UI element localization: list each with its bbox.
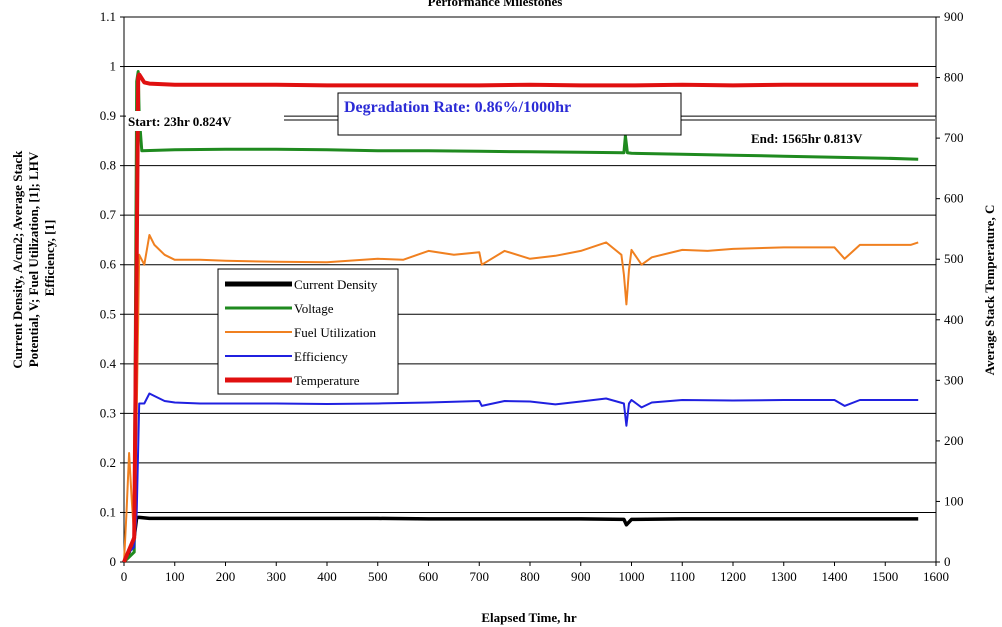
y-right-tick-label: 0 xyxy=(944,554,951,569)
series-line-current-density xyxy=(122,515,919,563)
y-right-tick-label: 600 xyxy=(944,191,964,206)
legend-items: Current Density Voltage Fuel Utilization Ef… xyxy=(225,277,378,388)
x-tick-label: 1400 xyxy=(822,569,848,584)
y-right-axis-ticks: 0 100 200 300 400 500 600 700 800 900 xyxy=(936,9,964,569)
x-tick-label: 1300 xyxy=(771,569,797,584)
y-left-axis-title-line3: Efficiency, [1] xyxy=(42,220,57,297)
x-tick-label: 1000 xyxy=(619,569,645,584)
legend-label: Fuel Utilization xyxy=(294,325,376,340)
y-left-tick-label: 0.1 xyxy=(100,504,116,519)
y-left-tick-label: 0.5 xyxy=(100,306,116,321)
x-tick-label: 1500 xyxy=(872,569,898,584)
y-right-tick-label: 100 xyxy=(944,493,964,508)
y-left-tick-label: 0.8 xyxy=(100,158,116,173)
x-tick-label: 1600 xyxy=(923,569,949,584)
y-right-axis-title: Average Stack Temperature, C xyxy=(982,205,997,376)
x-tick-label: 500 xyxy=(368,569,388,584)
y-right-tick-label: 500 xyxy=(944,251,964,266)
series-line-temperature xyxy=(122,72,919,563)
x-tick-label: 400 xyxy=(317,569,337,584)
x-tick-label: 800 xyxy=(520,569,540,584)
y-left-axis-title-line1: Current Density, A/cm2; Average Stack xyxy=(10,150,25,369)
y-right-tick-label: 900 xyxy=(944,9,964,24)
y-left-tick-label: 0.6 xyxy=(100,257,117,272)
degradation-annotation: Degradation Rate: 0.86%/1000hr xyxy=(344,99,571,116)
x-tick-label: 0 xyxy=(121,569,128,584)
y-left-axis-ticks: 0 0.1 0.2 0.3 0.4 0.5 0.6 0.7 0.8 0.9 1 1.1 xyxy=(100,9,124,569)
y-left-tick-label: 0.2 xyxy=(100,455,116,470)
x-tick-label: 900 xyxy=(571,569,591,584)
y-left-tick-label: 1.1 xyxy=(100,9,116,24)
y-left-tick-label: 0.7 xyxy=(100,207,117,222)
y-left-tick-label: 0.3 xyxy=(100,405,116,420)
legend-label: Voltage xyxy=(294,301,334,316)
degradation-box xyxy=(337,92,682,136)
x-tick-label: 200 xyxy=(216,569,236,584)
y-right-tick-label: 300 xyxy=(944,372,964,387)
y-left-tick-label: 0 xyxy=(110,554,117,569)
y-left-axis-title-line2: Potential, V; Fuel Utilization, [1]; LHV xyxy=(26,151,41,367)
x-tick-label: 300 xyxy=(267,569,287,584)
legend-label: Current Density xyxy=(294,277,378,292)
start-annotation-box xyxy=(126,111,284,131)
y-right-tick-label: 200 xyxy=(944,433,964,448)
y-right-tick-label: 800 xyxy=(944,70,964,85)
series-lines xyxy=(122,70,919,564)
legend: Current Density Voltage Fuel Utilization Ef… xyxy=(217,268,399,395)
x-axis-title: Elapsed Time, hr xyxy=(481,610,576,625)
chart-title: Performance Milestones xyxy=(428,0,563,9)
y-right-tick-label: 400 xyxy=(944,312,964,327)
x-tick-label: 600 xyxy=(419,569,439,584)
start-annotation: Start: 23hr 0.824V xyxy=(128,114,232,129)
legend-label: Temperature xyxy=(294,373,360,388)
y-left-tick-label: 1 xyxy=(110,59,117,74)
series-line-fuel-utilization xyxy=(123,234,919,563)
x-axis-ticks: 0 100 200 300 400 500 600 700 800 900 1000 1100 1200… xyxy=(121,562,949,584)
x-tick-label: 100 xyxy=(165,569,185,584)
y-right-tick-label: 700 xyxy=(944,130,964,145)
y-left-tick-label: 0.9 xyxy=(100,108,116,123)
y-left-axis-title: Current Density, A/cm2; Average Stack Po… xyxy=(10,147,57,368)
end-annotation: End: 1565hr 0.813V xyxy=(751,131,863,146)
legend-label: Efficiency xyxy=(294,349,348,364)
x-tick-label: 1100 xyxy=(669,569,695,584)
y-left-tick-label: 0.4 xyxy=(100,356,117,371)
x-tick-label: 700 xyxy=(470,569,490,584)
x-tick-label: 1200 xyxy=(720,569,746,584)
series-line-efficiency xyxy=(123,392,919,563)
